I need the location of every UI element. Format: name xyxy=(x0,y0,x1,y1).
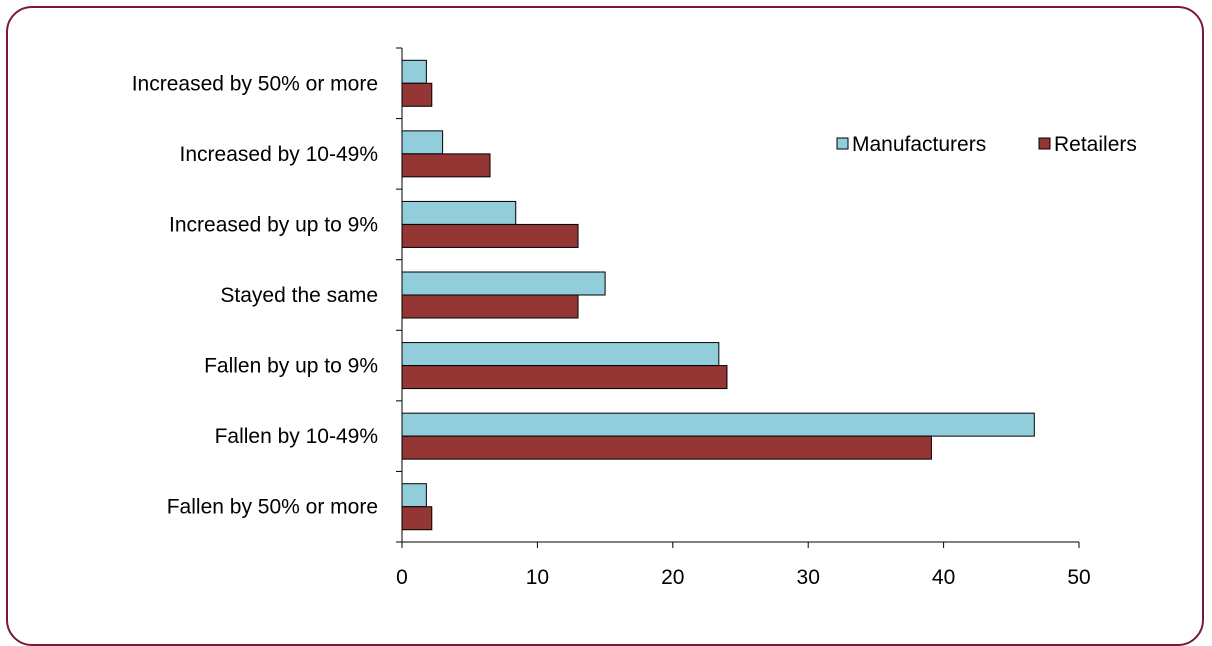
bar-manufacturers-5 xyxy=(401,412,1035,437)
bar-retailers-6 xyxy=(401,506,433,531)
axes-group xyxy=(396,47,1080,548)
bar-retailers-1 xyxy=(401,153,491,178)
category-label: Fallen by 50% or more xyxy=(167,496,378,519)
bars-group xyxy=(401,59,1035,531)
x-tick-labels: 0 10 20 30 40 50 xyxy=(396,566,1091,589)
x-tick-label: 40 xyxy=(932,566,955,589)
legend-label-manufacturers: Manufacturers xyxy=(852,133,986,156)
bar-manufacturers-3 xyxy=(401,271,606,296)
legend-swatch-manufacturers xyxy=(836,137,849,150)
category-label: Increased by up to 9% xyxy=(169,213,378,236)
x-tick-label: 10 xyxy=(526,566,549,589)
category-label: Increased by 10-49% xyxy=(180,143,378,166)
legend: Manufacturers Retailers xyxy=(836,133,1137,156)
x-tick-label: 50 xyxy=(1067,566,1090,589)
bar-manufacturers-6 xyxy=(401,483,427,508)
bar-retailers-2 xyxy=(401,223,579,248)
category-label: Stayed the same xyxy=(220,284,378,307)
category-labels: Increased by 50% or more Increased by 10-… xyxy=(132,72,378,518)
bar-chart: Increased by 50% or more Increased by 10-… xyxy=(132,47,1137,589)
bar-retailers-4 xyxy=(401,365,728,390)
bar-manufacturers-2 xyxy=(401,200,517,225)
x-tick-label: 30 xyxy=(797,566,820,589)
bar-retailers-3 xyxy=(401,294,579,319)
chart-frame xyxy=(6,6,1204,646)
legend-swatch-retailers xyxy=(1038,137,1051,150)
bar-retailers-0 xyxy=(401,82,433,107)
category-label: Fallen by up to 9% xyxy=(204,355,378,378)
bar-manufacturers-1 xyxy=(401,130,444,155)
legend-label-retailers: Retailers xyxy=(1054,133,1137,156)
bar-retailers-5 xyxy=(401,435,932,460)
category-label: Fallen by 10-49% xyxy=(215,425,378,448)
category-label: Increased by 50% or more xyxy=(132,72,378,95)
bar-manufacturers-0 xyxy=(401,59,427,84)
bar-manufacturers-4 xyxy=(401,342,720,367)
x-tick-label: 0 xyxy=(396,566,408,589)
x-tick-label: 20 xyxy=(661,566,684,589)
